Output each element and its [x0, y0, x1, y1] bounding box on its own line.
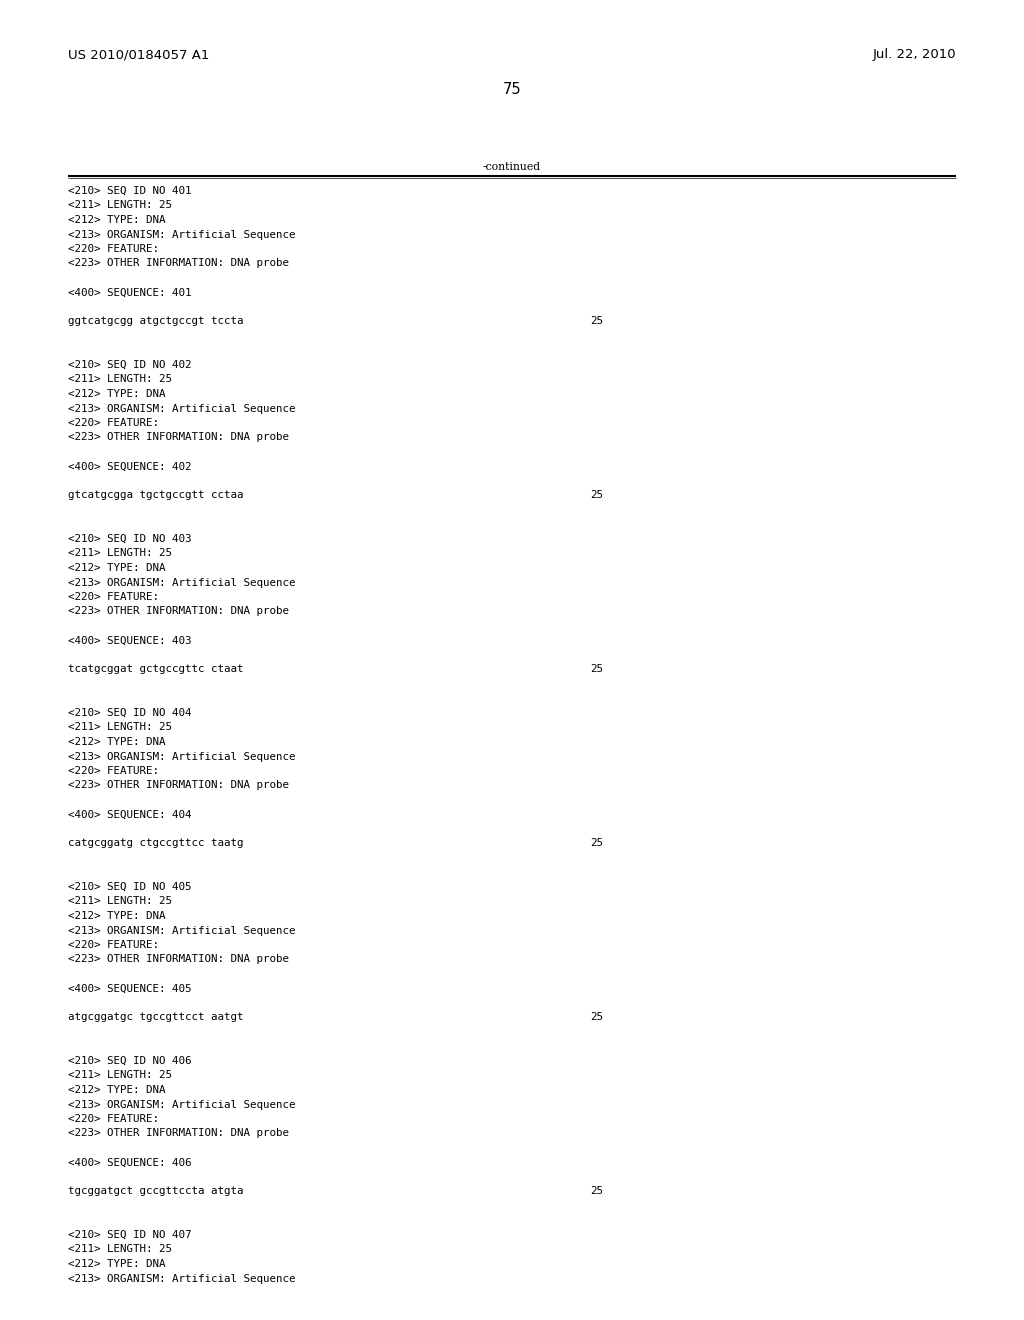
Text: <400> SEQUENCE: 401: <400> SEQUENCE: 401	[68, 288, 191, 297]
Text: <213> ORGANISM: Artificial Sequence: <213> ORGANISM: Artificial Sequence	[68, 1100, 296, 1110]
Text: <213> ORGANISM: Artificial Sequence: <213> ORGANISM: Artificial Sequence	[68, 404, 296, 413]
Text: atgcggatgc tgccgttcct aatgt: atgcggatgc tgccgttcct aatgt	[68, 1012, 244, 1023]
Text: <212> TYPE: DNA: <212> TYPE: DNA	[68, 215, 166, 224]
Text: <220> FEATURE:: <220> FEATURE:	[68, 244, 159, 253]
Text: <210> SEQ ID NO 402: <210> SEQ ID NO 402	[68, 360, 191, 370]
Text: 25: 25	[590, 491, 603, 500]
Text: <210> SEQ ID NO 405: <210> SEQ ID NO 405	[68, 882, 191, 892]
Text: <211> LENGTH: 25: <211> LENGTH: 25	[68, 201, 172, 210]
Text: <210> SEQ ID NO 404: <210> SEQ ID NO 404	[68, 708, 191, 718]
Text: Jul. 22, 2010: Jul. 22, 2010	[872, 48, 956, 61]
Text: -continued: -continued	[483, 162, 541, 172]
Text: 25: 25	[590, 838, 603, 849]
Text: <213> ORGANISM: Artificial Sequence: <213> ORGANISM: Artificial Sequence	[68, 925, 296, 936]
Text: <223> OTHER INFORMATION: DNA probe: <223> OTHER INFORMATION: DNA probe	[68, 433, 289, 442]
Text: tcatgcggat gctgccgttc ctaat: tcatgcggat gctgccgttc ctaat	[68, 664, 244, 675]
Text: <211> LENGTH: 25: <211> LENGTH: 25	[68, 722, 172, 733]
Text: 75: 75	[503, 82, 521, 96]
Text: <223> OTHER INFORMATION: DNA probe: <223> OTHER INFORMATION: DNA probe	[68, 954, 289, 965]
Text: <213> ORGANISM: Artificial Sequence: <213> ORGANISM: Artificial Sequence	[68, 1274, 296, 1283]
Text: <211> LENGTH: 25: <211> LENGTH: 25	[68, 1071, 172, 1081]
Text: <211> LENGTH: 25: <211> LENGTH: 25	[68, 1245, 172, 1254]
Text: <210> SEQ ID NO 406: <210> SEQ ID NO 406	[68, 1056, 191, 1067]
Text: <212> TYPE: DNA: <212> TYPE: DNA	[68, 389, 166, 399]
Text: <223> OTHER INFORMATION: DNA probe: <223> OTHER INFORMATION: DNA probe	[68, 259, 289, 268]
Text: <220> FEATURE:: <220> FEATURE:	[68, 766, 159, 776]
Text: <400> SEQUENCE: 404: <400> SEQUENCE: 404	[68, 809, 191, 820]
Text: 25: 25	[590, 1012, 603, 1023]
Text: 25: 25	[590, 1187, 603, 1196]
Text: <223> OTHER INFORMATION: DNA probe: <223> OTHER INFORMATION: DNA probe	[68, 1129, 289, 1138]
Text: <211> LENGTH: 25: <211> LENGTH: 25	[68, 375, 172, 384]
Text: <212> TYPE: DNA: <212> TYPE: DNA	[68, 737, 166, 747]
Text: <212> TYPE: DNA: <212> TYPE: DNA	[68, 1259, 166, 1269]
Text: <212> TYPE: DNA: <212> TYPE: DNA	[68, 911, 166, 921]
Text: catgcggatg ctgccgttcc taatg: catgcggatg ctgccgttcc taatg	[68, 838, 244, 849]
Text: <211> LENGTH: 25: <211> LENGTH: 25	[68, 896, 172, 907]
Text: <211> LENGTH: 25: <211> LENGTH: 25	[68, 549, 172, 558]
Text: <220> FEATURE:: <220> FEATURE:	[68, 591, 159, 602]
Text: ggtcatgcgg atgctgccgt tccta: ggtcatgcgg atgctgccgt tccta	[68, 317, 244, 326]
Text: <210> SEQ ID NO 401: <210> SEQ ID NO 401	[68, 186, 191, 195]
Text: <212> TYPE: DNA: <212> TYPE: DNA	[68, 564, 166, 573]
Text: 25: 25	[590, 317, 603, 326]
Text: <220> FEATURE:: <220> FEATURE:	[68, 940, 159, 950]
Text: <223> OTHER INFORMATION: DNA probe: <223> OTHER INFORMATION: DNA probe	[68, 606, 289, 616]
Text: US 2010/0184057 A1: US 2010/0184057 A1	[68, 48, 209, 61]
Text: <223> OTHER INFORMATION: DNA probe: <223> OTHER INFORMATION: DNA probe	[68, 780, 289, 791]
Text: <400> SEQUENCE: 405: <400> SEQUENCE: 405	[68, 983, 191, 994]
Text: gtcatgcgga tgctgccgtt cctaa: gtcatgcgga tgctgccgtt cctaa	[68, 491, 244, 500]
Text: <220> FEATURE:: <220> FEATURE:	[68, 1114, 159, 1125]
Text: <212> TYPE: DNA: <212> TYPE: DNA	[68, 1085, 166, 1096]
Text: <213> ORGANISM: Artificial Sequence: <213> ORGANISM: Artificial Sequence	[68, 578, 296, 587]
Text: 25: 25	[590, 664, 603, 675]
Text: <400> SEQUENCE: 402: <400> SEQUENCE: 402	[68, 462, 191, 471]
Text: <213> ORGANISM: Artificial Sequence: <213> ORGANISM: Artificial Sequence	[68, 751, 296, 762]
Text: <213> ORGANISM: Artificial Sequence: <213> ORGANISM: Artificial Sequence	[68, 230, 296, 239]
Text: tgcggatgct gccgttccta atgta: tgcggatgct gccgttccta atgta	[68, 1187, 244, 1196]
Text: <400> SEQUENCE: 403: <400> SEQUENCE: 403	[68, 635, 191, 645]
Text: <210> SEQ ID NO 403: <210> SEQ ID NO 403	[68, 535, 191, 544]
Text: <220> FEATURE:: <220> FEATURE:	[68, 418, 159, 428]
Text: <210> SEQ ID NO 407: <210> SEQ ID NO 407	[68, 1230, 191, 1239]
Text: <400> SEQUENCE: 406: <400> SEQUENCE: 406	[68, 1158, 191, 1167]
